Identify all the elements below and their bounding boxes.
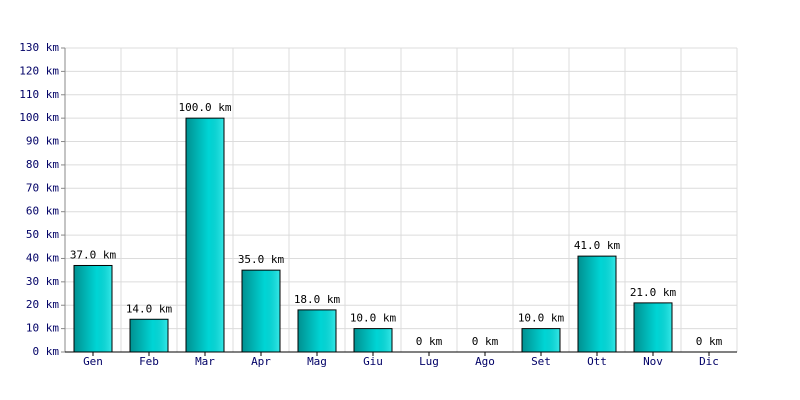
y-tick-label: 20 km	[26, 298, 59, 311]
x-tick-label: Gen	[83, 355, 103, 368]
x-tick-label: Apr	[251, 355, 271, 368]
x-tick-label: Set	[531, 355, 551, 368]
y-tick-label: 40 km	[26, 251, 59, 264]
value-label: 10.0 km	[350, 312, 397, 325]
x-tick-label: Nov	[643, 355, 663, 368]
bar-shade	[242, 270, 280, 352]
value-label: 0 km	[472, 335, 499, 348]
value-label: 10.0 km	[518, 312, 565, 325]
y-tick-label: 60 km	[26, 205, 59, 218]
bar-shade	[186, 118, 224, 352]
bar-shade	[130, 319, 168, 352]
bar-shade	[634, 303, 672, 352]
bar-shade	[74, 265, 112, 352]
value-label: 14.0 km	[126, 302, 173, 315]
value-label: 35.0 km	[238, 253, 285, 266]
y-tick-label: 90 km	[26, 135, 59, 148]
value-label: 100.0 km	[179, 101, 232, 114]
x-tick-label: Giu	[363, 355, 383, 368]
y-tick-label: 110 km	[19, 88, 59, 101]
y-tick-label: 50 km	[26, 228, 59, 241]
y-tick-label: 10 km	[26, 322, 59, 335]
y-tick-label: 80 km	[26, 158, 59, 171]
y-tick-label: 120 km	[19, 64, 59, 77]
value-label: 0 km	[416, 335, 443, 348]
x-tick-label: Dic	[699, 355, 719, 368]
y-tick-label: 130 km	[19, 41, 59, 54]
bar-shade	[522, 329, 560, 352]
value-label: 21.0 km	[630, 286, 677, 299]
bar-shade	[578, 256, 616, 352]
y-tick-label: 100 km	[19, 111, 59, 124]
x-tick-label: Mar	[195, 355, 215, 368]
y-tick-label: 70 km	[26, 181, 59, 194]
value-label: 41.0 km	[574, 239, 621, 252]
bar-shade	[298, 310, 336, 352]
value-label: 0 km	[696, 335, 723, 348]
bar-shade	[354, 329, 392, 352]
x-tick-label: Ago	[475, 355, 495, 368]
value-label: 18.0 km	[294, 293, 341, 306]
x-tick-label: Ott	[587, 355, 607, 368]
value-label: 37.0 km	[70, 248, 117, 261]
y-tick-label: 0 km	[33, 345, 60, 358]
y-tick-label: 30 km	[26, 275, 59, 288]
x-tick-label: Feb	[139, 355, 159, 368]
x-tick-label: Lug	[419, 355, 439, 368]
x-tick-label: Mag	[307, 355, 327, 368]
